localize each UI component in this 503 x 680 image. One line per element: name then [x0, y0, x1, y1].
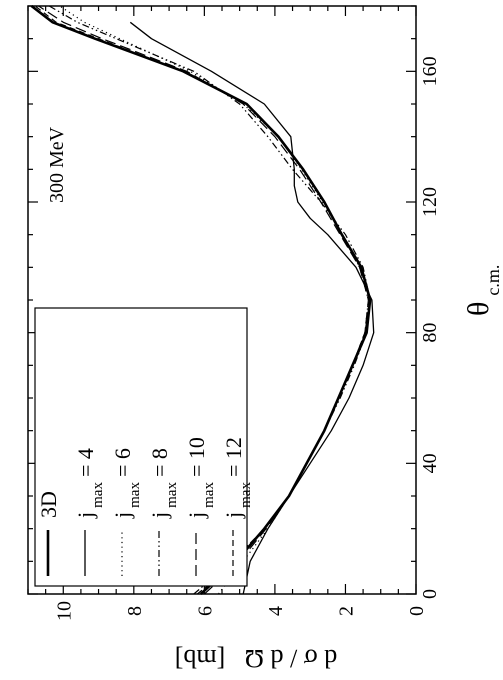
series-line [34, 5, 371, 595]
legend-label: j max = 6 [110, 448, 143, 519]
y-axis-label: d σ / d Ω [mb] [175, 644, 338, 673]
legend-label-sub: max [238, 482, 254, 508]
x-tick-label: 160 [419, 56, 441, 86]
energy-annotation: 300 MeV [46, 126, 68, 203]
y-tick-label: 4 [265, 606, 287, 616]
legend-label-sub: max [127, 482, 143, 508]
legend-label: j max = 4 [73, 448, 106, 519]
legend-label-suffix: = 10 [184, 437, 209, 477]
x-tick-label: 0 [419, 589, 441, 599]
legend-label-main: 3D [36, 491, 61, 518]
legend-label-main: j [184, 512, 209, 519]
legend-label: 3D [36, 491, 61, 518]
x-tick-label: 40 [419, 453, 441, 473]
y-tick-label: 2 [335, 606, 357, 616]
x-tick-label: 120 [419, 187, 441, 217]
legend-label-suffix: = 4 [73, 448, 98, 477]
label-group: 300 MeV θ c.m. d σ / d Ω [mb] [46, 126, 503, 673]
x-axis-label-sub: c.m. [483, 265, 503, 296]
x-axis-label: θ c.m. [462, 265, 503, 316]
legend-label: j max = 12 [221, 437, 254, 519]
y-tick-label: 10 [53, 601, 75, 621]
legend-label-sub: max [201, 482, 217, 508]
legend-label-main: j [221, 512, 246, 519]
x-tick-label: 80 [419, 323, 441, 343]
y-tick-label: 6 [194, 606, 216, 616]
legend-box [34, 307, 248, 587]
legend-label-sub: max [164, 482, 180, 508]
legend-label-sub: max [90, 482, 106, 508]
legend-label-suffix: = 12 [221, 437, 246, 477]
y-tick-label: 8 [124, 606, 146, 616]
x-axis-label-main: θ [462, 302, 495, 316]
legend-label-suffix: = 6 [110, 448, 135, 477]
series-line [129, 21, 375, 595]
y-tick-label: 0 [406, 606, 428, 616]
legend-label-suffix: = 8 [147, 448, 172, 477]
legend-label: j max = 8 [147, 448, 180, 519]
axis-group: 0 40 80 120 160 0 2 4 6 8 10 [27, 5, 441, 621]
legend-label-main: j [73, 512, 98, 519]
legend-label-main: j [147, 512, 172, 519]
series-group [30, 4, 375, 595]
legend-label: j max = 10 [184, 437, 217, 519]
legend-label-main: j [110, 512, 135, 519]
